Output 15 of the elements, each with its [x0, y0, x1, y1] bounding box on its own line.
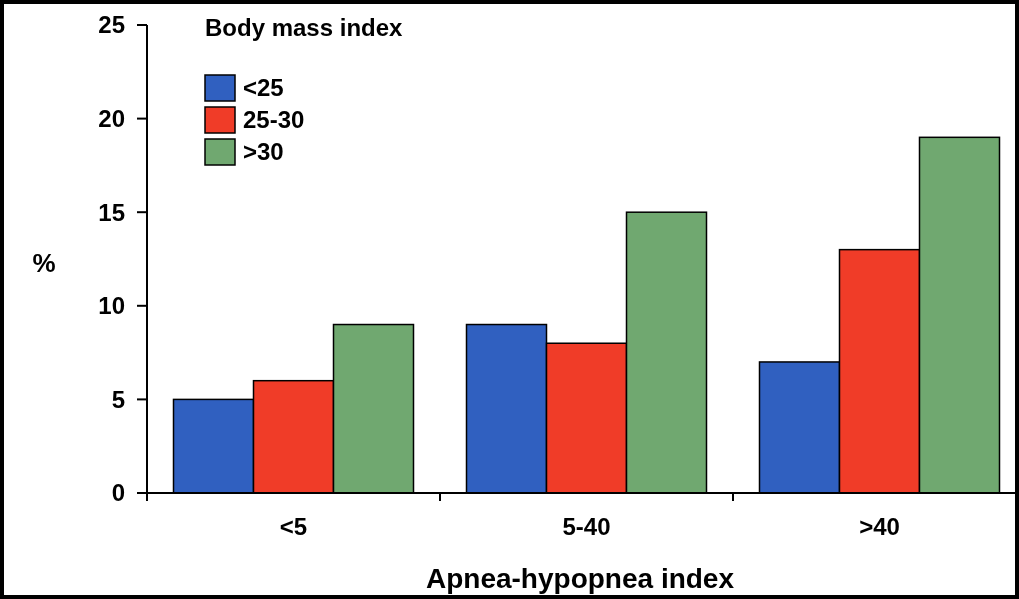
x-tick-label: >40 [859, 513, 900, 540]
legend-label: <25 [243, 74, 284, 102]
y-axis-title: % [32, 248, 56, 278]
legend-title: Body mass index [205, 14, 404, 42]
legend-label: >30 [243, 138, 284, 166]
x-axis-title: Apnea-hypopnea index [425, 563, 735, 594]
x-tick-label: 5-40 [562, 513, 611, 540]
y-tick-label: 0 [111, 479, 125, 507]
x-tick-label: <5 [279, 513, 308, 540]
y-tick-label: 25 [98, 11, 125, 39]
y-tick-label: 5 [111, 385, 125, 413]
y-tick-label: 10 [98, 292, 125, 320]
y-tick-label: 15 [98, 198, 125, 226]
y-tick-label: 20 [98, 105, 125, 132]
legend-label: 25-30 [243, 106, 305, 134]
